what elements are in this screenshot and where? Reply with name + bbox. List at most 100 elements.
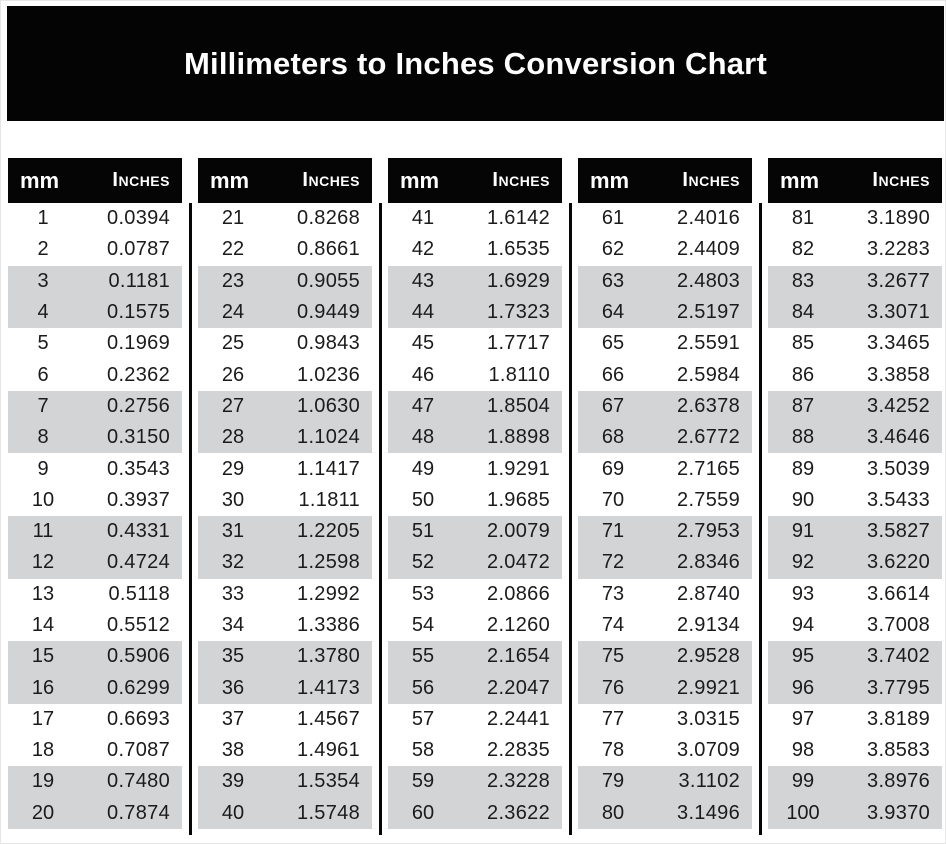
mm-value: 65 bbox=[601, 332, 625, 355]
inches-value: 1.7323 bbox=[487, 301, 550, 324]
table-row: 5 0.1969 bbox=[8, 328, 182, 359]
mm-value: 32 bbox=[221, 551, 245, 574]
inches-value: 2.9921 bbox=[677, 676, 740, 699]
mm-value: 53 bbox=[411, 582, 435, 605]
table-row: 33 1.2992 bbox=[198, 579, 372, 610]
mm-value: 67 bbox=[601, 394, 625, 417]
inches-value: 3.1890 bbox=[867, 207, 930, 230]
inches-column-header: Inches bbox=[492, 169, 550, 191]
column-divider bbox=[379, 203, 382, 835]
inches-value: 0.9843 bbox=[297, 332, 360, 355]
mm-value: 94 bbox=[791, 614, 815, 636]
mm-value: 20 bbox=[31, 801, 55, 824]
mm-value: 60 bbox=[411, 801, 435, 824]
mm-value: 21 bbox=[221, 207, 245, 230]
inches-value: 0.9055 bbox=[297, 269, 360, 292]
inches-value: 2.6772 bbox=[677, 426, 740, 449]
inches-value: 2.9528 bbox=[677, 645, 740, 668]
inches-value: 3.8976 bbox=[867, 770, 930, 793]
mm-value: 76 bbox=[601, 676, 625, 699]
inches-value: 1.4173 bbox=[297, 676, 360, 699]
table-rows: 1 0.0394 2 0.0787 3 0.1181 4 0.1575 5 0.1969 6 0.23… bbox=[8, 203, 182, 829]
inches-column-header: Inches bbox=[302, 169, 360, 191]
mm-value: 73 bbox=[601, 582, 625, 605]
mm-value: 96 bbox=[791, 676, 815, 699]
mm-value: 45 bbox=[411, 332, 435, 355]
table-row: 87 3.4252 bbox=[768, 390, 942, 423]
mm-value: 33 bbox=[221, 582, 245, 605]
mm-value: 51 bbox=[411, 520, 435, 543]
table-row: 73 2.8740 bbox=[578, 579, 752, 610]
inches-column-header: Inches bbox=[682, 169, 740, 191]
mm-value: 41 bbox=[411, 207, 435, 230]
inches-value: 2.2835 bbox=[487, 739, 550, 762]
table-row: 54 2.1260 bbox=[388, 610, 562, 641]
inches-value: 1.2598 bbox=[297, 551, 360, 574]
conversion-table-group-4: mm Inches 61 2.4016 62 2.4409 63 2.4803 64 2.5197… bbox=[578, 158, 752, 829]
table-row: 67 2.6378 bbox=[578, 390, 752, 423]
inches-value: 2.9134 bbox=[677, 614, 740, 636]
table-row: 68 2.6772 bbox=[578, 422, 752, 454]
mm-value: 59 bbox=[411, 770, 435, 793]
inches-value: 2.7953 bbox=[677, 520, 740, 543]
column-header-row: mm Inches bbox=[768, 158, 942, 203]
table-row: 30 1.1811 bbox=[198, 485, 372, 516]
mm-value: 93 bbox=[791, 582, 815, 605]
inches-value: 0.0394 bbox=[107, 207, 170, 230]
table-row: 69 2.7165 bbox=[578, 453, 752, 484]
mm-value: 19 bbox=[31, 770, 55, 793]
table-row: 98 3.8583 bbox=[768, 735, 942, 766]
mm-value: 27 bbox=[221, 394, 245, 417]
inches-value: 3.5433 bbox=[867, 488, 930, 511]
inches-value: 2.0079 bbox=[487, 520, 550, 543]
table-row: 10 0.3937 bbox=[8, 485, 182, 516]
mm-value: 30 bbox=[221, 488, 245, 511]
mm-value: 77 bbox=[601, 707, 625, 730]
table-row: 15 0.5906 bbox=[8, 641, 182, 673]
inches-value: 1.8898 bbox=[487, 426, 550, 449]
inches-value: 0.5906 bbox=[107, 645, 170, 668]
table-rows: 21 0.8268 22 0.8661 23 0.9055 24 0.9449 25 0.9843… bbox=[198, 203, 372, 829]
table-row: 55 2.1654 bbox=[388, 641, 562, 673]
mm-value: 68 bbox=[601, 426, 625, 449]
inches-value: 2.2441 bbox=[487, 707, 550, 730]
table-row: 47 1.8504 bbox=[388, 390, 562, 423]
table-row: 79 3.1102 bbox=[578, 766, 752, 798]
mm-value: 14 bbox=[31, 614, 55, 636]
table-row: 61 2.4016 bbox=[578, 203, 752, 234]
table-row: 71 2.7953 bbox=[578, 515, 752, 548]
mm-value: 52 bbox=[411, 551, 435, 574]
mm-value: 89 bbox=[791, 457, 815, 480]
table-row: 43 1.6929 bbox=[388, 265, 562, 297]
mm-value: 16 bbox=[31, 676, 55, 699]
table-row: 12 0.4724 bbox=[8, 547, 182, 579]
mm-value: 12 bbox=[31, 551, 55, 574]
mm-value: 49 bbox=[411, 457, 435, 480]
mm-value: 18 bbox=[31, 739, 55, 762]
mm-column-header: mm bbox=[590, 167, 630, 193]
inches-value: 0.2756 bbox=[107, 394, 170, 417]
mm-value: 54 bbox=[411, 614, 435, 636]
inches-value: 0.5512 bbox=[107, 614, 170, 636]
inches-value: 3.2677 bbox=[867, 269, 930, 292]
inches-value: 1.6142 bbox=[487, 207, 550, 230]
table-row: 42 1.6535 bbox=[388, 234, 562, 265]
mm-value: 43 bbox=[411, 269, 435, 292]
inches-column-header: Inches bbox=[872, 169, 930, 191]
inches-value: 3.5039 bbox=[867, 457, 930, 480]
table-row: 28 1.1024 bbox=[198, 422, 372, 454]
inches-value: 1.0236 bbox=[297, 363, 360, 386]
inches-value: 0.1181 bbox=[108, 269, 170, 292]
mm-value: 9 bbox=[37, 457, 49, 480]
inches-value: 0.0787 bbox=[107, 238, 170, 261]
mm-value: 80 bbox=[601, 801, 625, 824]
inches-value: 2.8740 bbox=[677, 582, 740, 605]
mm-value: 95 bbox=[791, 645, 815, 668]
table-row: 19 0.7480 bbox=[8, 766, 182, 798]
table-row: 34 1.3386 bbox=[198, 610, 372, 641]
mm-value: 26 bbox=[221, 363, 245, 386]
inches-value: 3.0709 bbox=[677, 739, 740, 762]
mm-value: 11 bbox=[32, 520, 54, 543]
mm-value: 98 bbox=[791, 739, 815, 762]
table-row: 89 3.5039 bbox=[768, 453, 942, 484]
